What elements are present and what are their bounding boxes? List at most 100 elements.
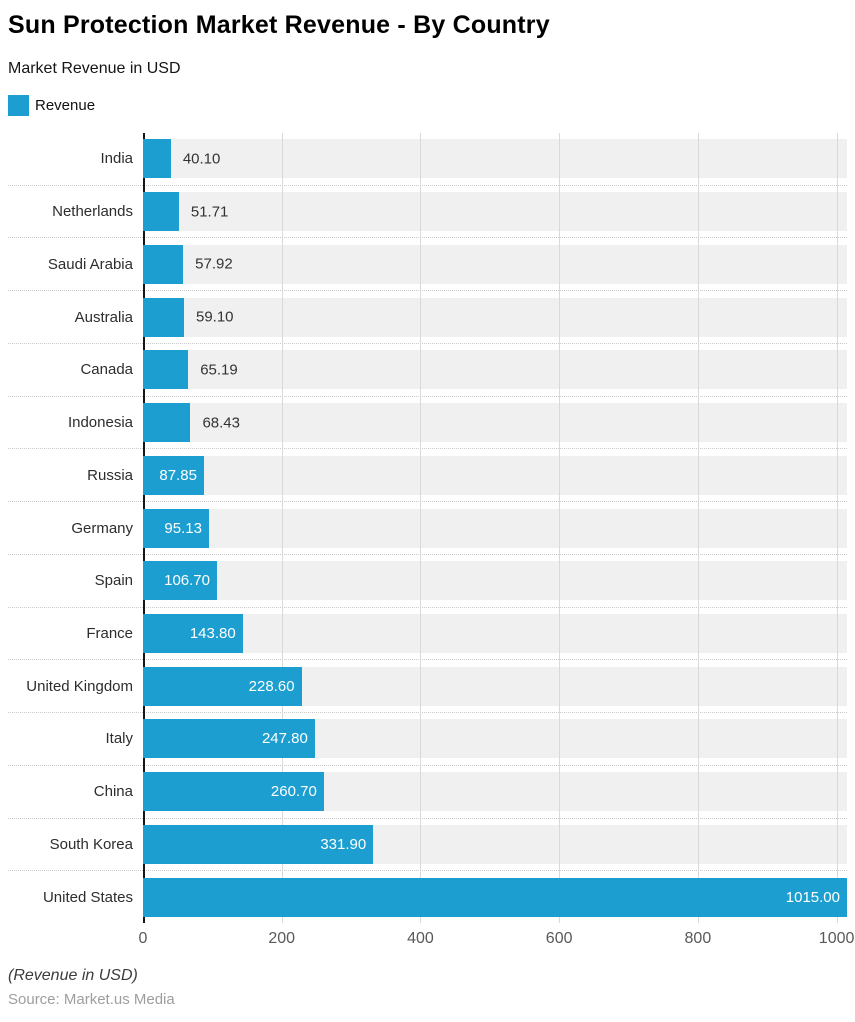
- bar-value-label: 51.71: [190, 203, 229, 221]
- row-plot: 106.70: [143, 561, 847, 601]
- bar-track: [143, 561, 847, 601]
- x-tick-label: 0: [138, 930, 148, 947]
- row-plot: 228.60: [143, 666, 847, 706]
- category-label: France: [86, 624, 133, 642]
- chart-row: Spain 106.70: [8, 555, 847, 608]
- row-plot: 87.85: [143, 455, 847, 495]
- bar-value-label: 87.85: [159, 466, 197, 484]
- bar-value-label: 106.70: [164, 572, 210, 590]
- category-label: South Korea: [49, 835, 133, 853]
- category-label: Germany: [71, 519, 133, 537]
- row-plot: 1015.00: [143, 877, 847, 917]
- revenue-bar[interactable]: 1015.00: [143, 877, 847, 917]
- chart-row: China 260.70: [8, 766, 847, 819]
- chart-row: Netherlands 51.71: [8, 186, 847, 239]
- chart-footer: (Revenue in USD) Source: Market.us Media: [8, 966, 847, 1009]
- bar-track: [143, 350, 847, 390]
- bar-track: [143, 139, 847, 179]
- row-plot: 247.80: [143, 719, 847, 759]
- bar-track: [143, 613, 847, 653]
- revenue-unit-note: (Revenue in USD): [8, 967, 138, 984]
- row-plot: 95.13: [143, 508, 847, 548]
- chart-row: Saudi Arabia 57.92: [8, 238, 847, 292]
- chart-row: Australia 59.10: [8, 291, 847, 344]
- chart-row: Italy 247.80: [8, 713, 847, 766]
- category-label: United Kingdom: [26, 677, 133, 695]
- bar-track: [143, 455, 847, 495]
- bar-track: [143, 403, 847, 443]
- chart-row: United Kingdom 228.60: [8, 660, 847, 714]
- revenue-bar[interactable]: 260.70: [143, 772, 324, 812]
- revenue-bar[interactable]: 143.80: [143, 613, 243, 653]
- row-plot: 68.43: [143, 403, 847, 443]
- x-tick-label: 200: [268, 930, 296, 947]
- row-plot: 331.90: [143, 824, 847, 864]
- plot-area: India 40.10 Netherlands 51.71 Saudi Arabia 57…: [8, 133, 847, 923]
- bar-value-label: 1015.00: [785, 888, 840, 906]
- category-label: Spain: [94, 572, 133, 590]
- x-tick-label: 800: [684, 930, 712, 947]
- legend-color-swatch: [8, 95, 29, 116]
- bar-value-label: 59.10: [195, 308, 234, 326]
- source-credit: Source: Market.us Media: [8, 991, 175, 1008]
- legend-item-revenue[interactable]: Revenue: [8, 95, 95, 116]
- category-label: Russia: [87, 466, 133, 484]
- bar-value-label: 247.80: [261, 730, 308, 748]
- chart-row: France 143.80: [8, 608, 847, 661]
- bar-value-label: 95.13: [164, 519, 202, 537]
- bar-value-label: 143.80: [189, 624, 236, 642]
- category-label: Indonesia: [67, 414, 133, 432]
- category-label: India: [100, 150, 133, 168]
- bar-chart: India 40.10 Netherlands 51.71 Saudi Arabia 57…: [8, 133, 855, 955]
- chart-row: Canada 65.19: [8, 344, 847, 397]
- revenue-bar[interactable]: 106.70: [143, 561, 217, 601]
- bar-track: [143, 297, 847, 337]
- bar-track: [143, 244, 847, 284]
- chart-subtitle: Market Revenue in USD: [8, 60, 181, 77]
- category-label: Saudi Arabia: [47, 255, 133, 273]
- revenue-bar[interactable]: [143, 139, 171, 179]
- chart-row: Indonesia 68.43: [8, 397, 847, 450]
- revenue-bar[interactable]: 95.13: [143, 508, 209, 548]
- row-plot: 65.19: [143, 350, 847, 390]
- chart-row: United States 1015.00: [8, 871, 847, 923]
- chart-row: South Korea 331.90: [8, 819, 847, 872]
- bar-value-label: 228.60: [248, 677, 295, 695]
- chart-row: Russia 87.85: [8, 449, 847, 503]
- revenue-bar[interactable]: [143, 297, 184, 337]
- bar-value-label: 40.10: [182, 150, 221, 168]
- category-label: Netherlands: [52, 203, 133, 221]
- x-axis: 0 200 400 600 800 1000: [139, 923, 855, 955]
- revenue-bar[interactable]: 247.80: [143, 719, 315, 759]
- bar-track: [143, 508, 847, 548]
- revenue-bar[interactable]: [143, 350, 189, 390]
- category-label: Australia: [74, 308, 133, 326]
- category-label: United States: [42, 888, 133, 906]
- row-plot: 143.80: [143, 613, 847, 653]
- revenue-bar[interactable]: 228.60: [143, 666, 302, 706]
- row-plot: 40.10: [143, 139, 847, 179]
- category-label: China: [93, 783, 133, 801]
- bar-value-label: 65.19: [200, 361, 238, 379]
- revenue-bar[interactable]: [143, 403, 191, 443]
- row-plot: 260.70: [143, 772, 847, 812]
- x-tick-label: 400: [407, 930, 434, 947]
- bar-value-label: 68.43: [202, 414, 240, 432]
- revenue-bar[interactable]: [143, 244, 184, 284]
- revenue-bar[interactable]: [143, 192, 179, 232]
- category-label: Italy: [105, 730, 133, 748]
- legend: Revenue: [8, 95, 847, 116]
- bar-value-label: 57.92: [195, 255, 233, 273]
- bar-value-label: 331.90: [320, 835, 367, 853]
- row-plot: 51.71: [143, 192, 847, 232]
- revenue-bar[interactable]: 87.85: [143, 455, 204, 495]
- revenue-bar[interactable]: 331.90: [143, 824, 374, 864]
- chart-rows: India 40.10 Netherlands 51.71 Saudi Arabia 57…: [8, 133, 847, 923]
- page-title: Sun Protection Market Revenue - By Count…: [8, 11, 550, 39]
- chart-row: Germany 95.13: [8, 502, 847, 555]
- row-plot: 59.10: [143, 297, 847, 337]
- bar-value-label: 260.70: [270, 783, 317, 801]
- x-tick-label: 1000: [818, 930, 855, 947]
- category-label: Canada: [80, 361, 133, 379]
